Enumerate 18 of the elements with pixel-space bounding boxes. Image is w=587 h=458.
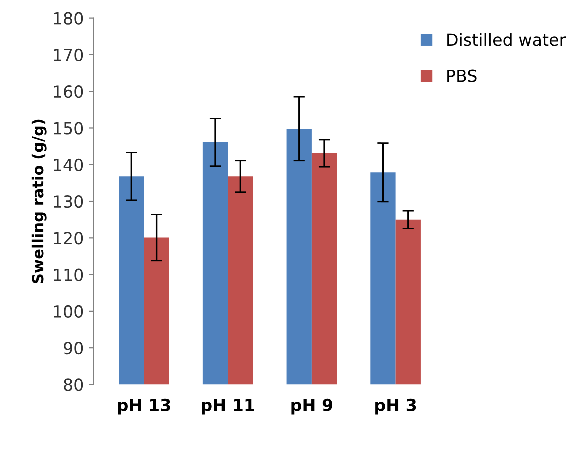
legend-label: Distilled water <box>448 33 566 46</box>
legend-label: PBS <box>448 70 477 82</box>
y-tick-label: 160 <box>54 86 84 98</box>
y-tick-label: 90 <box>64 342 84 355</box>
y-tick-label: 140 <box>54 158 84 172</box>
y-tick-label: 170 <box>54 48 84 62</box>
x-tick-label: pH 11 <box>202 399 254 415</box>
y-tick-label: 130 <box>54 195 84 208</box>
y-axis-title: Swelling ratio (g/g) <box>32 120 47 284</box>
x-tick-label: pH 3 <box>376 398 416 415</box>
y-tick-label: 110 <box>54 268 84 282</box>
y-tick-label: 150 <box>54 122 84 135</box>
y-tick-label: 120 <box>54 232 84 245</box>
y-tick-label: 80 <box>64 378 84 392</box>
y-tick-label: 180 <box>54 12 84 25</box>
y-tick-label: 100 <box>54 305 84 318</box>
x-tick-label: pH 9 <box>292 398 333 415</box>
x-tick-label: pH 13 <box>118 398 170 415</box>
